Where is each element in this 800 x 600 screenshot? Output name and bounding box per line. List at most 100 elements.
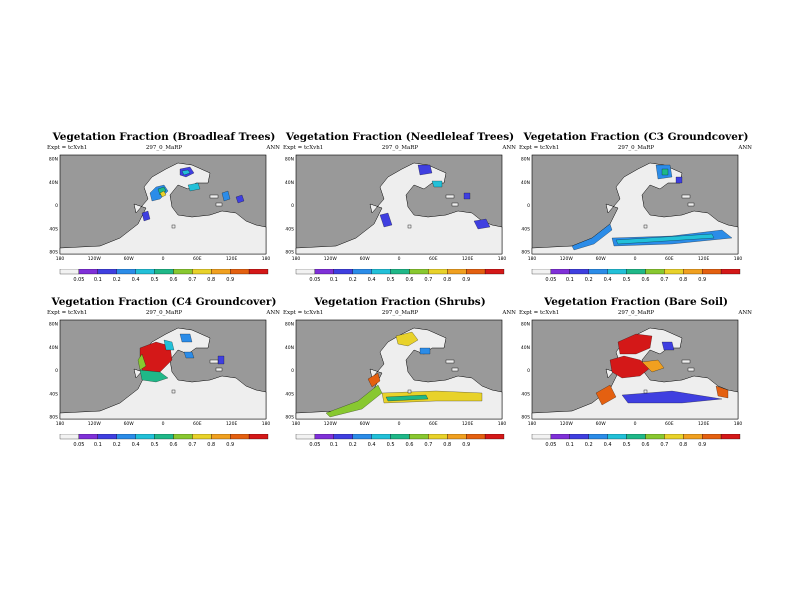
colorbar-swatch — [352, 269, 372, 275]
island — [681, 359, 691, 364]
colorbar-swatch — [569, 269, 589, 275]
colorbar-swatch — [645, 434, 665, 440]
lat-label: 80S — [285, 415, 294, 421]
colorbar-swatch — [97, 434, 117, 440]
panel-title: Vegetation Fraction (Shrubs) — [314, 296, 486, 308]
colorbar-label: 0.5 — [387, 277, 395, 283]
lat-label: 80N — [285, 322, 294, 328]
vegetation-area — [159, 190, 167, 198]
lat-label: 80S — [49, 415, 58, 421]
colorbar-swatch — [248, 434, 269, 440]
lon-label: 180 — [734, 256, 743, 262]
vegetation-area — [473, 218, 491, 230]
colorbar-swatch — [466, 269, 486, 275]
lat-label: 0 — [55, 368, 58, 374]
lat-label: 0 — [527, 203, 530, 209]
colorbar-swatch — [154, 269, 174, 275]
panel-title: Vegetation Fraction (C4 Groundcover) — [51, 296, 277, 308]
colorbar: 0.05 0.1 0.2 0.4 0.5 0.6 0.7 0.8 0.9 — [59, 269, 269, 283]
colorbar-swatch — [78, 269, 98, 275]
colorbar-label: 0.4 — [132, 277, 140, 283]
colorbar-swatch — [626, 269, 646, 275]
panel-title: Vegetation Fraction (Broadleaf Trees) — [52, 131, 276, 143]
lon-label: 60W — [124, 421, 135, 427]
lat-label: 80S — [285, 250, 294, 256]
colorbar-swatch — [116, 269, 136, 275]
vegetation-area — [367, 372, 381, 388]
lon-label: 120W — [324, 421, 338, 427]
map-content — [531, 327, 739, 420]
colorbar-label: 0.1 — [566, 277, 574, 283]
lat-label: 40N — [521, 180, 530, 186]
lon-label: 0 — [634, 256, 637, 262]
vegetation-area — [163, 339, 175, 351]
colorbar-label: 0.2 — [585, 442, 593, 448]
lat-label: 80S — [521, 250, 530, 256]
lon-label: 60E — [429, 421, 438, 427]
lon-label: 0 — [634, 421, 637, 427]
colorbar-label: 0.5 — [151, 442, 159, 448]
colorbar-swatch — [390, 434, 410, 440]
colorbar-swatch — [371, 269, 391, 275]
colorbar-label: 0.8 — [679, 442, 687, 448]
island — [171, 224, 176, 229]
vegetation-area — [715, 385, 729, 399]
land — [59, 162, 267, 255]
colorbar-label: 0.8 — [443, 277, 451, 283]
colorbar-swatch — [683, 434, 703, 440]
island — [643, 389, 648, 394]
colorbar-label: 0.4 — [368, 442, 376, 448]
panel-title: Vegetation Fraction (Bare Soil) — [544, 296, 728, 308]
lon-label: 180 — [528, 256, 537, 262]
colorbar-label: 0.2 — [585, 277, 593, 283]
colorbar-label: 0.5 — [623, 442, 631, 448]
lon-label: 120E — [462, 256, 474, 262]
colorbar: 0.05 0.1 0.2 0.4 0.5 0.6 0.7 0.8 0.9 — [531, 434, 741, 448]
lon-label: 180 — [262, 256, 271, 262]
island — [407, 224, 412, 229]
colorbar-swatch — [78, 434, 98, 440]
lat-label: 40S — [285, 226, 294, 232]
colorbar-swatch — [664, 269, 684, 275]
lon-label: 180 — [528, 421, 537, 427]
colorbar-swatch — [371, 434, 391, 440]
colorbar-label: 0.5 — [623, 277, 631, 283]
island — [215, 367, 223, 372]
lon-label: 60W — [360, 421, 371, 427]
panel-title: Vegetation Fraction (C3 Groundcover) — [523, 131, 749, 143]
colorbar-label: 0.6 — [405, 277, 413, 283]
lon-label: 120W — [560, 421, 574, 427]
lon-label: 60E — [193, 421, 202, 427]
vegetation-area — [661, 341, 675, 351]
colorbar-swatch — [409, 434, 429, 440]
lat-label: 40S — [49, 391, 58, 397]
colorbar-label: 0.4 — [604, 442, 612, 448]
colorbar-label: 0.05 — [545, 277, 556, 283]
colorbar-swatch — [230, 434, 250, 440]
panel-c3: Vegetation Fraction (C3 Groundcover) Exp… — [516, 131, 756, 293]
colorbar-label: 0.7 — [188, 277, 196, 283]
colorbar-swatch — [192, 269, 212, 275]
colorbar-swatch — [248, 269, 269, 275]
colorbar-label: 0.1 — [94, 442, 102, 448]
colorbar-swatch — [720, 434, 741, 440]
island — [209, 359, 219, 364]
colorbar-swatch — [173, 434, 193, 440]
colorbar-label: 0.9 — [462, 442, 470, 448]
lon-label: 120E — [462, 421, 474, 427]
expt-label: Expt = tcXvh1 — [283, 310, 324, 316]
vegetation-area — [217, 355, 225, 365]
lon-label: 60W — [596, 256, 607, 262]
run-code: 297_0_MaRP — [381, 145, 419, 151]
colorbar-label: 0.6 — [641, 442, 649, 448]
colorbar-swatch — [135, 269, 155, 275]
season-label: ANN — [502, 310, 516, 316]
panel-bare-soil: Vegetation Fraction (Bare Soil) Expt = t… — [516, 296, 756, 458]
colorbar-label: 0.7 — [660, 442, 668, 448]
colorbar-label: 0.5 — [151, 277, 159, 283]
colorbar-swatch — [550, 434, 570, 440]
